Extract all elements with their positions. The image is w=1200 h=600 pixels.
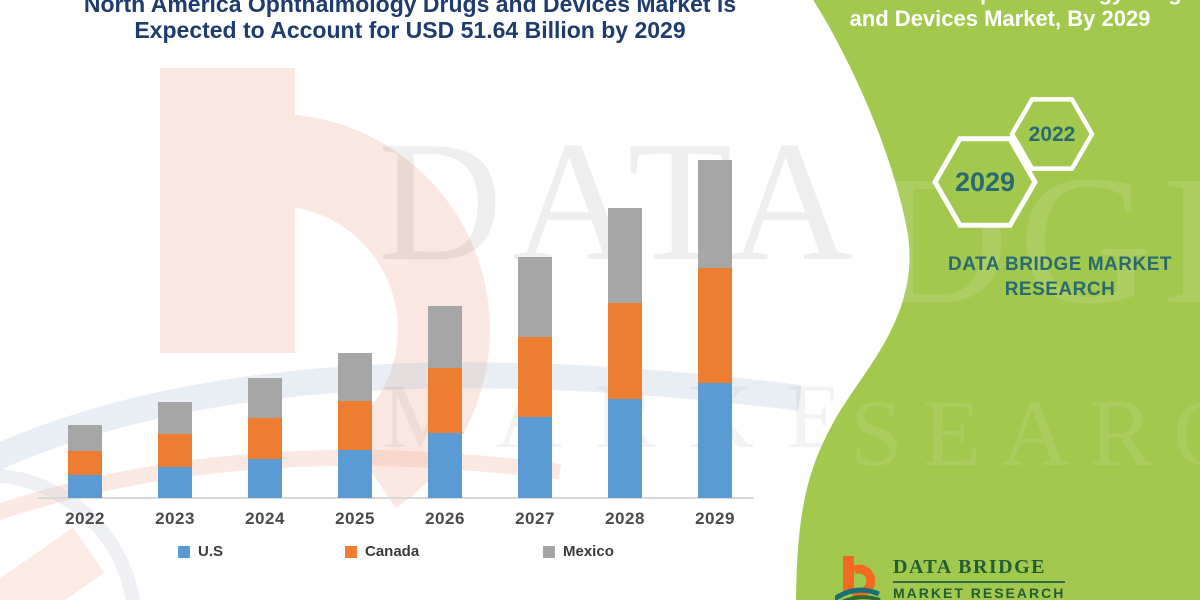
legend-item-mexico: Mexico	[543, 543, 614, 560]
bar-2028-us	[608, 398, 642, 498]
x-label-2023: 2023	[155, 509, 195, 528]
x-label-2022: 2022	[65, 509, 105, 528]
bar-2028-canada	[608, 302, 642, 399]
legend-label: U.S	[198, 543, 224, 560]
x-label-2025: 2025	[335, 509, 375, 528]
x-label-2028: 2028	[605, 509, 645, 528]
x-label-2027: 2027	[515, 509, 555, 528]
footer-logo: DATA BRIDGE MARKET RESEARCH	[835, 556, 1066, 600]
bar-2023-mexico	[158, 401, 192, 434]
hexagon-2022-label: 2022	[1029, 123, 1076, 146]
panel-heading: North America Ophthalmology Drugs and De…	[800, 0, 1200, 32]
bar-2022	[68, 424, 102, 498]
bar-2023-canada	[158, 433, 192, 468]
page-title-line1: North America Ophthalmology Drugs and De…	[83, 0, 737, 17]
hexagon-2029-label: 2029	[955, 167, 1015, 197]
bar-2029-canada	[698, 267, 732, 383]
bar-2027-canada	[518, 337, 552, 417]
page-title: North America Ophthalmology Drugs and De…	[40, 0, 780, 43]
legend-swatch-icon	[543, 545, 555, 558]
legend-swatch-icon	[345, 545, 357, 558]
bar-2029-us	[698, 382, 732, 498]
year-hexagons: 2022 2029	[932, 97, 1095, 228]
x-label-2029: 2029	[695, 509, 735, 528]
bar-2022-us	[68, 475, 102, 498]
panel-heading-line2: and Devices Market, By 2029	[849, 6, 1151, 31]
footer-logo-text: DATA BRIDGE MARKET RESEARCH	[893, 556, 1066, 600]
legend-item-canada: Canada	[345, 543, 419, 560]
footer-brand-line1: DATA BRIDGE	[893, 556, 1066, 583]
page-title-line2: Expected to Account for USD 51.64 Billio…	[134, 17, 686, 43]
bar-2027-us	[518, 416, 552, 498]
bar-2028-mexico	[608, 208, 642, 303]
brand-text: DATA BRIDGE MARKET RESEARCH	[915, 252, 1200, 302]
bar-2029	[698, 160, 732, 498]
legend-label: Mexico	[563, 543, 614, 560]
bar-2023	[158, 401, 192, 498]
brand-text-line1: DATA BRIDGE MARKET	[948, 254, 1172, 275]
legend-item-us: U.S	[178, 543, 223, 560]
bar-2029-mexico	[698, 160, 732, 268]
brand-text-line2: RESEARCH	[1004, 279, 1116, 300]
x-label-2026: 2026	[425, 509, 465, 528]
bar-2022-mexico	[68, 424, 102, 451]
legend-label: Canada	[365, 543, 420, 560]
x-label-2024: 2024	[245, 509, 285, 528]
bar-2027	[518, 257, 552, 498]
bar-2027-mexico	[518, 257, 552, 338]
bar-2023-us	[158, 467, 192, 498]
legend-swatch-icon	[178, 545, 190, 558]
bar-2022-canada	[68, 450, 102, 476]
data-bridge-logo-icon	[835, 556, 881, 600]
bar-2028	[608, 208, 642, 498]
footer-brand-line2: MARKET RESEARCH	[893, 585, 1066, 600]
